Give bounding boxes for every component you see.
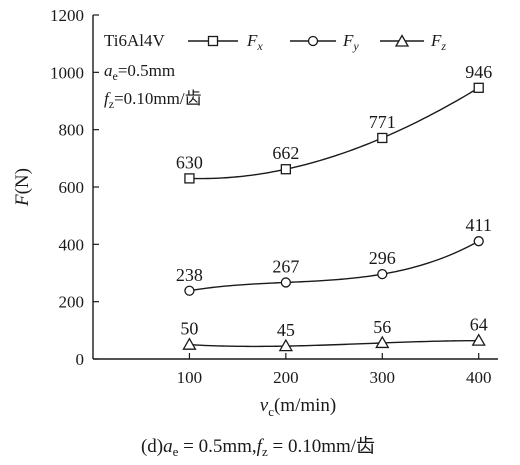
series-fx: 630 662 771 946 (176, 62, 492, 184)
data-label: 296 (369, 248, 396, 268)
data-point-square (184, 173, 195, 184)
data-label: 50 (180, 319, 198, 339)
x-tick-label: 300 (370, 368, 396, 387)
y-tick-label: 600 (59, 178, 85, 197)
legend-square-marker (207, 35, 219, 47)
material-label: Ti6Al4V (104, 31, 166, 50)
fit-curve (189, 339, 479, 348)
data-point-circle (377, 268, 388, 280)
legend-circle-marker (307, 35, 319, 47)
x-tick-label: 400 (466, 368, 492, 387)
conditions-annotation: Ti6Al4V ae=0.5mm fz=0.10mm/齿 (104, 31, 202, 111)
y-tick-label: 1200 (50, 6, 84, 25)
x-tick-label: 200 (273, 368, 299, 387)
data-label: 946 (465, 62, 492, 82)
legend-entry-fx: Fx (188, 31, 263, 53)
x-axis-label: vc(m/min) (260, 395, 337, 419)
data-label: 56 (373, 317, 391, 337)
data-label: 238 (176, 265, 203, 285)
y-tick-label: 200 (59, 293, 85, 312)
legend: Fx Fy Fz (188, 31, 446, 53)
data-point-triangle (182, 337, 197, 350)
data-point-square (280, 164, 292, 175)
ae-condition: ae=0.5mm (104, 61, 175, 83)
y-axis-ticks: 0 200 400 600 800 1000 1200 (50, 6, 99, 369)
svg-text:Fx: Fx (246, 31, 263, 53)
data-label: 771 (369, 112, 396, 132)
x-axis-ticks: 100 200 300 400 (177, 353, 492, 387)
data-label: 630 (176, 152, 203, 172)
legend-entry-fz: Fz (380, 31, 446, 53)
y-tick-label: 1000 (50, 63, 84, 82)
legend-triangle-marker (394, 34, 410, 47)
legend-entry-fy: Fy (290, 31, 359, 53)
y-tick-label: 400 (59, 235, 85, 254)
fit-curve (189, 87, 480, 180)
fz-condition: fz=0.10mm/齿 (104, 89, 202, 111)
svg-text:Fz: Fz (430, 31, 446, 53)
data-label: 45 (277, 320, 295, 340)
series-layer: 630 662 771 946 238 267 296 411 50 45 56 64 (176, 62, 492, 352)
series-fz: 50 45 56 64 (180, 315, 488, 352)
x-tick-label: 100 (177, 368, 203, 387)
data-label: 64 (470, 315, 488, 335)
data-label: 662 (272, 143, 299, 163)
data-point-triangle (375, 335, 390, 349)
data-point-circle (473, 236, 484, 247)
data-point-square (377, 132, 388, 144)
data-point-square (473, 82, 484, 93)
svg-text:Fy: Fy (342, 31, 359, 53)
data-point-triangle (278, 338, 293, 352)
y-axis-label: F(N) (12, 168, 33, 207)
fit-curve (189, 240, 480, 292)
data-point-triangle (471, 333, 486, 346)
y-tick-label: 0 (76, 350, 85, 369)
figure-caption: (d)ae = 0.5mm,fz = 0.10mm/齿 (141, 435, 375, 459)
data-point-circle (184, 285, 195, 296)
y-tick-label: 800 (59, 121, 85, 140)
series-fy: 238 267 296 411 (176, 215, 492, 296)
data-point-circle (280, 277, 292, 288)
data-label: 411 (466, 215, 492, 235)
data-label: 267 (272, 256, 299, 276)
